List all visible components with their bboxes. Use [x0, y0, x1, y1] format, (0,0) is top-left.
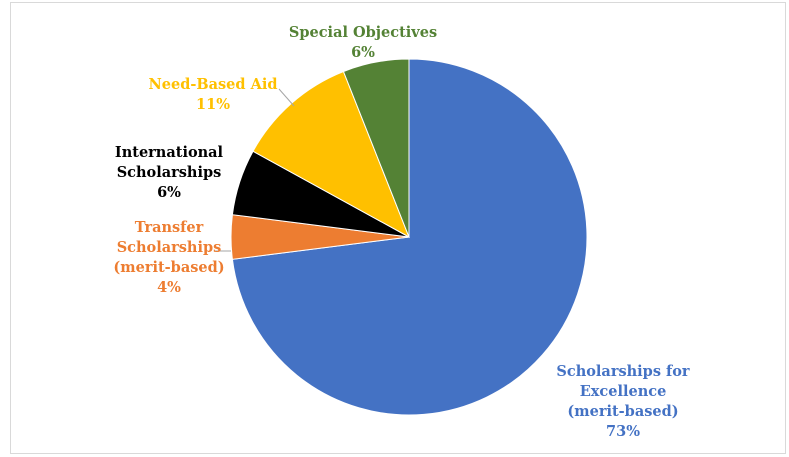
slice-label-3: Need-Based Aid 11% — [149, 76, 278, 113]
pie-chart: Scholarships for Excellence (merit-based) 7… — [113, 24, 690, 440]
pie-slice-4 — [342, 58, 410, 238]
slice-label-0: Scholarships for Excellence (merit-based) 7… — [556, 363, 690, 440]
slice-label-4: Special Objectives 6% — [289, 24, 437, 61]
pie-slice-0 — [231, 58, 588, 416]
slice-label-1: Transfer Scholarships (merit-based) 4% — [113, 219, 224, 296]
chart-area: Scholarships for Excellence (merit-based) 7… — [10, 2, 786, 454]
leader-line-3 — [278, 88, 295, 107]
slice-label-2: International Scholarships 6% — [115, 144, 224, 201]
